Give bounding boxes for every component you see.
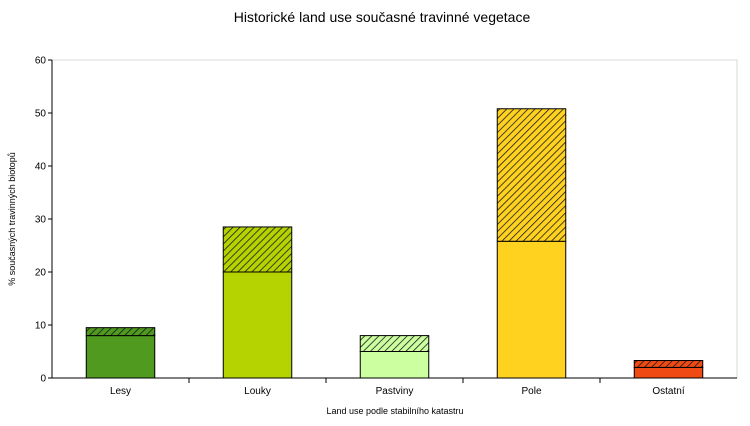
y-tick-label: 50 [35, 109, 47, 120]
bars [85, 108, 704, 379]
y-tick-label: 40 [35, 162, 47, 173]
category-label: Lesy [110, 386, 131, 397]
plot-area-frame [51, 59, 738, 379]
y-tick-label: 0 [40, 374, 46, 385]
y-tick-label: 10 [35, 321, 47, 332]
chart-title: Historické land use současné travinné ve… [234, 9, 531, 25]
bar-segment-solid [633, 366, 704, 379]
bar-segment-solid [496, 240, 567, 379]
x-axis: Lesy Louky Pastviny Pole Ostatní [52, 377, 737, 397]
y-tick-label: 30 [35, 215, 47, 226]
bar-segment-hatched [359, 335, 430, 353]
y-tick-label: 60 [35, 56, 47, 67]
bar-segment-solid [85, 335, 156, 379]
bar-segment-hatched [633, 360, 704, 368]
bar-segment-hatched [222, 226, 293, 273]
bar-segment-hatched [496, 108, 567, 242]
y-axis-label: % současných travinných biotopů [7, 152, 17, 286]
category-label: Ostatní [652, 386, 684, 397]
category-label: Pole [521, 386, 541, 397]
y-tick-label: 20 [35, 268, 47, 279]
category-label: Louky [244, 386, 271, 397]
y-axis: 0 10 20 30 40 50 60 [35, 56, 53, 385]
x-axis-label: Land use podle stabilního katastru [326, 406, 463, 416]
bar-segment-solid [359, 351, 430, 379]
bar-segment-hatched [85, 327, 156, 337]
bar-segment-solid [222, 271, 293, 379]
category-label: Pastviny [376, 386, 414, 397]
